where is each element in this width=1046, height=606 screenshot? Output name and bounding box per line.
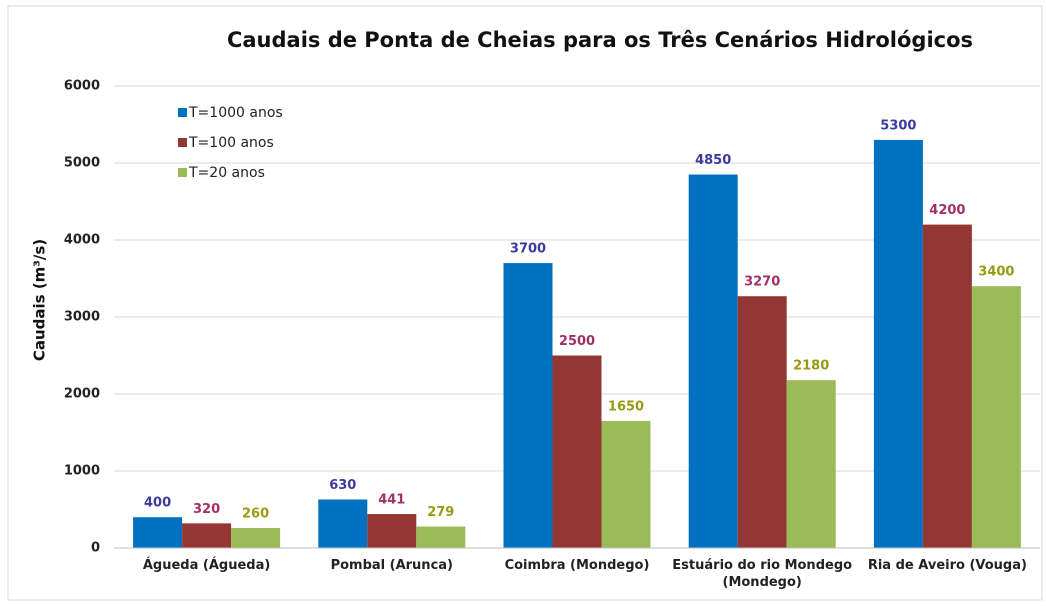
y-tick-label: 5000 [64, 156, 100, 171]
bar [318, 499, 368, 548]
y-tick-label: 4000 [64, 233, 100, 248]
data-label: 320 [193, 502, 220, 517]
bar [231, 527, 281, 548]
x-tick-label: Águeda (Águeda) [142, 558, 271, 573]
legend-swatch [178, 168, 187, 177]
data-label: 4850 [695, 153, 731, 168]
legend-label: T=20 anos [188, 165, 265, 181]
y-tick-label: 3000 [64, 310, 100, 325]
y-tick-label: 0 [91, 541, 100, 556]
bar [737, 296, 787, 548]
bar [971, 286, 1021, 548]
data-label: 279 [427, 505, 454, 520]
y-axis-label: Caudais (m³/s) [31, 239, 49, 361]
data-label: 4200 [929, 203, 965, 218]
data-label: 630 [329, 478, 356, 493]
data-label: 3700 [510, 242, 546, 257]
bar [503, 263, 553, 548]
bar [688, 174, 738, 549]
y-tick-label: 2000 [64, 387, 100, 402]
y-tick-label: 1000 [64, 464, 100, 479]
bar [133, 517, 183, 548]
bar [367, 514, 417, 548]
x-tick-label: Pombal (Arunca) [330, 558, 453, 573]
bar [416, 526, 466, 548]
bar [786, 380, 836, 548]
data-label: 3400 [978, 265, 1014, 280]
data-label: 5300 [880, 118, 916, 133]
chart-title: Caudais de Ponta de Cheias para os Três … [227, 28, 973, 52]
chart-border [7, 5, 1043, 601]
data-label: 260 [242, 506, 269, 521]
bar [601, 420, 651, 548]
y-tick-label: 6000 [64, 79, 100, 94]
data-label: 2180 [793, 359, 829, 374]
data-label: 1650 [608, 399, 644, 414]
legend-label: T=100 anos [188, 135, 274, 151]
x-tick-label: Coimbra (Mondego) [504, 558, 650, 573]
legend-swatch [178, 108, 187, 117]
bar [182, 523, 232, 548]
x-tick-label: Ria de Aveiro (Vouga) [867, 558, 1027, 573]
data-label: 441 [378, 493, 405, 508]
bar [552, 355, 602, 548]
bar [873, 139, 923, 548]
legend-swatch [178, 138, 187, 147]
data-label: 400 [144, 496, 171, 511]
bar [922, 224, 972, 548]
data-label: 3270 [744, 275, 780, 290]
legend-label: T=1000 anos [188, 105, 283, 121]
data-label: 2500 [559, 334, 595, 349]
x-tick-label: Estuário do rio Mondego (Mondego) [672, 558, 853, 590]
